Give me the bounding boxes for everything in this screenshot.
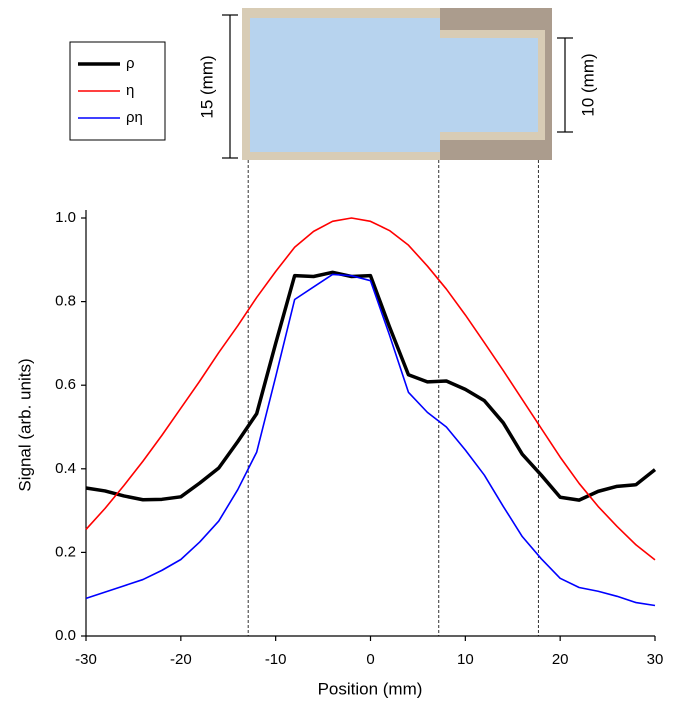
legend-label: ρ [126, 55, 135, 72]
y-tick-label: 0.6 [55, 376, 76, 393]
y-tick-label: 0.2 [55, 543, 76, 560]
y-axis-label: Signal (arb. units) [15, 358, 34, 491]
diagram: 15 (mm) 10 (mm) [197, 8, 597, 160]
y-tick-label: 0.4 [55, 460, 76, 477]
wide-channel [250, 18, 440, 152]
dimension-label: 10 (mm) [578, 53, 597, 116]
y-tick-label: 0.0 [55, 627, 76, 644]
x-tick-label: 20 [552, 651, 569, 668]
x-tick-label: 10 [457, 651, 474, 668]
legend-label: ρη [126, 109, 143, 126]
series-line [85, 273, 656, 607]
x-tick-label: -10 [265, 651, 287, 668]
y-tick-label: 0.8 [55, 293, 76, 310]
x-tick-label: 0 [366, 651, 374, 668]
series-line [85, 270, 657, 502]
x-tick-label: 30 [647, 651, 664, 668]
dimension-lines [222, 14, 573, 159]
series-line [85, 217, 656, 561]
y-tick-label: 1.0 [55, 209, 76, 226]
dimension-label: 15 (mm) [197, 55, 216, 118]
x-tick-label: -30 [75, 651, 97, 668]
narrow-channel [435, 38, 538, 132]
x-tick-label: -20 [170, 651, 192, 668]
legend-label: η [126, 82, 134, 99]
x-axis-label: Position (mm) [318, 679, 423, 698]
